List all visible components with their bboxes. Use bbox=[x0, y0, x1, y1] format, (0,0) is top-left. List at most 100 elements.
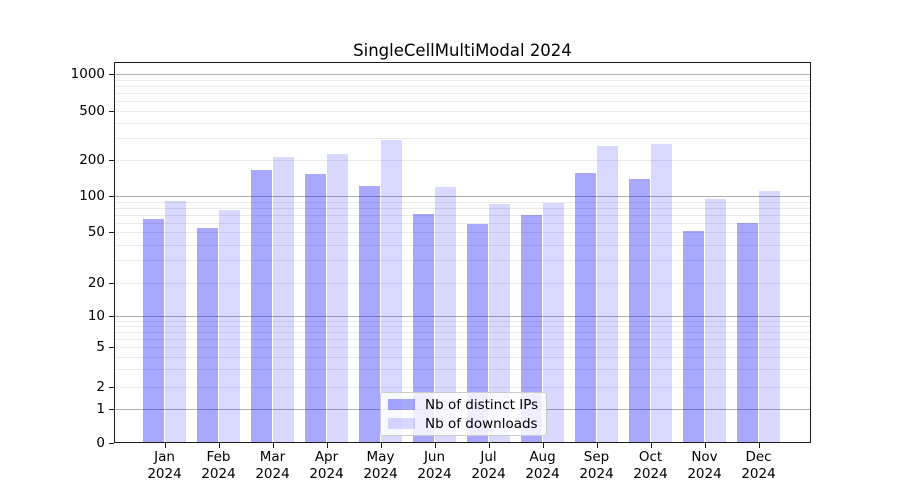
legend-row-downloads: Nb of downloads bbox=[388, 414, 538, 433]
x-label-year: 2024 bbox=[417, 465, 452, 482]
y-tick-1000 bbox=[109, 74, 114, 75]
gridline-minor-40 bbox=[114, 244, 811, 246]
y-tick-label-200: 200 bbox=[79, 151, 105, 168]
x-tick-dec bbox=[758, 443, 760, 448]
x-tick-jan bbox=[164, 443, 166, 448]
legend-label-downloads: Nb of downloads bbox=[425, 415, 538, 432]
x-tick-label-oct: Oct 2024 bbox=[619, 449, 683, 482]
legend-swatch-distinct-ips bbox=[388, 399, 415, 410]
x-tick-oct bbox=[650, 443, 652, 448]
x-tick-label-mar: Mar 2024 bbox=[241, 449, 305, 482]
bar-downloads-apr bbox=[326, 153, 349, 443]
legend: Nb of distinct IPs Nb of downloads bbox=[380, 392, 547, 436]
bar-downloads-sep bbox=[596, 146, 619, 443]
x-tick-label-feb: Feb 2024 bbox=[187, 449, 251, 482]
gridline-minor-2 bbox=[114, 386, 811, 388]
gridline-minor-500 bbox=[114, 111, 811, 112]
y-tick-20 bbox=[109, 282, 114, 284]
x-tick-label-aug: Aug 2024 bbox=[511, 449, 575, 482]
bar-distinct-ips-dec bbox=[736, 222, 759, 443]
x-tick-label-may: May 2024 bbox=[349, 449, 413, 482]
y-tick-label-50: 50 bbox=[87, 224, 105, 241]
bar-distinct-ips-oct bbox=[628, 179, 651, 443]
bar-distinct-ips-jan bbox=[142, 218, 165, 443]
gridline-minor-300 bbox=[114, 138, 811, 140]
x-label-month: Feb bbox=[206, 449, 231, 465]
x-label-year: 2024 bbox=[687, 465, 722, 482]
x-label-month: May bbox=[366, 449, 395, 465]
y-tick-label-100: 100 bbox=[79, 188, 105, 204]
x-tick-feb bbox=[218, 443, 220, 448]
x-label-year: 2024 bbox=[309, 465, 344, 482]
gridline-minor-70 bbox=[114, 214, 811, 216]
y-tick-2 bbox=[109, 386, 114, 388]
x-label-month: Nov bbox=[691, 449, 718, 465]
gridline-minor-4 bbox=[114, 356, 811, 358]
x-label-year: 2024 bbox=[741, 465, 776, 482]
x-tick-jun bbox=[434, 443, 436, 448]
y-tick-label-5: 5 bbox=[96, 339, 105, 355]
bar-distinct-ips-mar bbox=[250, 170, 273, 443]
x-tick-label-apr: Apr 2024 bbox=[295, 449, 359, 482]
y-tick-5 bbox=[109, 347, 114, 348]
y-tick-label-2: 2 bbox=[96, 378, 105, 395]
gridline-minor-800 bbox=[114, 85, 811, 87]
bar-distinct-ips-may bbox=[358, 186, 381, 443]
y-tick-label-10: 10 bbox=[87, 308, 105, 324]
bar-distinct-ips-apr bbox=[304, 174, 327, 443]
bar-distinct-ips-jul bbox=[466, 223, 489, 443]
gridline-minor-20 bbox=[114, 282, 811, 284]
x-tick-may bbox=[380, 443, 382, 448]
x-tick-label-jun: Jun 2024 bbox=[403, 449, 467, 482]
x-label-year: 2024 bbox=[471, 465, 506, 482]
x-label-month: Mar bbox=[259, 449, 286, 465]
y-tick-50 bbox=[109, 232, 114, 234]
bar-downloads-feb bbox=[218, 209, 241, 443]
x-tick-label-jan: Jan 2024 bbox=[133, 449, 197, 482]
y-tick-0 bbox=[109, 443, 114, 445]
y-tick-1 bbox=[109, 409, 114, 411]
x-tick-label-jul: Jul 2024 bbox=[457, 449, 521, 482]
bar-distinct-ips-nov bbox=[682, 231, 705, 443]
gridline-major-100 bbox=[114, 196, 811, 197]
legend-swatch-downloads bbox=[388, 418, 415, 429]
bar-downloads-jul bbox=[488, 203, 511, 443]
y-tick-label-20: 20 bbox=[87, 274, 105, 291]
bar-downloads-jun bbox=[434, 187, 457, 443]
gridline-minor-900 bbox=[114, 79, 811, 81]
gridline-major-10 bbox=[114, 316, 811, 317]
y-tick-100 bbox=[109, 196, 114, 197]
gridline-major-1000 bbox=[114, 74, 811, 75]
bar-distinct-ips-jun bbox=[412, 213, 435, 443]
bar-downloads-oct bbox=[650, 143, 673, 443]
x-label-month: Jan bbox=[154, 449, 175, 465]
gridline-minor-50 bbox=[114, 232, 811, 234]
x-tick-jul bbox=[488, 443, 490, 448]
x-label-year: 2024 bbox=[201, 465, 236, 482]
x-label-month: Sep bbox=[583, 449, 610, 465]
x-label-month: Apr bbox=[314, 449, 339, 465]
y-tick-500 bbox=[109, 111, 114, 112]
gridline-minor-30 bbox=[114, 260, 811, 262]
gridline-minor-600 bbox=[114, 101, 811, 103]
gridline-minor-3 bbox=[114, 369, 811, 371]
gridline-minor-700 bbox=[114, 93, 811, 95]
gridline-minor-7 bbox=[114, 331, 811, 333]
bar-downloads-dec bbox=[758, 191, 781, 443]
x-tick-sep bbox=[596, 443, 598, 448]
x-tick-aug bbox=[542, 443, 544, 448]
legend-row-distinct-ips: Nb of distinct IPs bbox=[388, 395, 538, 414]
x-label-year: 2024 bbox=[579, 465, 614, 482]
gridline-minor-90 bbox=[114, 201, 811, 203]
x-label-month: Aug bbox=[529, 449, 556, 465]
y-tick-200 bbox=[109, 159, 114, 161]
bar-downloads-aug bbox=[542, 203, 565, 443]
plot-area bbox=[114, 62, 811, 443]
gridline-minor-80 bbox=[114, 207, 811, 209]
bar-downloads-may bbox=[380, 139, 403, 443]
bar-downloads-nov bbox=[704, 199, 727, 443]
x-tick-apr bbox=[326, 443, 328, 448]
y-tick-label-1: 1 bbox=[96, 401, 105, 418]
x-tick-label-sep: Sep 2024 bbox=[565, 449, 629, 482]
